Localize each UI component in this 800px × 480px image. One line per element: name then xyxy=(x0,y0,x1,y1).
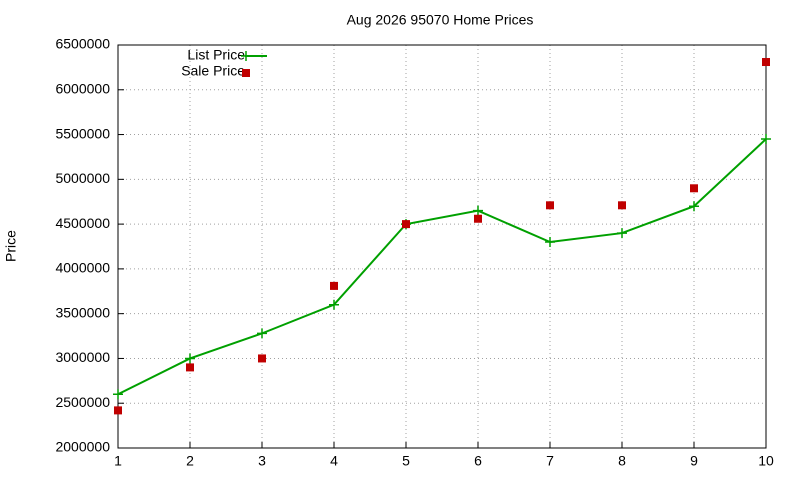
point-marker xyxy=(329,299,339,310)
x-tick-label: 5 xyxy=(402,453,410,469)
point-marker xyxy=(185,353,195,364)
point-marker xyxy=(258,354,266,363)
point-marker xyxy=(689,201,699,212)
x-tick-label: 2 xyxy=(186,453,194,469)
point-marker xyxy=(474,214,482,223)
point-marker xyxy=(113,389,123,400)
x-tick-label: 7 xyxy=(546,453,554,469)
point-marker xyxy=(402,220,410,229)
y-tick-label: 6000000 xyxy=(55,80,110,96)
chart-title: Aug 2026 95070 Home Prices xyxy=(347,12,534,28)
series-line xyxy=(117,138,767,396)
y-tick-label: 5500000 xyxy=(55,125,110,141)
point-marker xyxy=(545,237,555,248)
point-marker xyxy=(242,69,250,77)
y-tick-label: 4500000 xyxy=(55,215,110,231)
y-tick-label: 2000000 xyxy=(55,439,110,455)
legend-label: List Price xyxy=(187,47,245,63)
x-tick-label: 9 xyxy=(690,453,698,469)
y-axis-label: Price xyxy=(3,230,19,262)
x-tick-label: 6 xyxy=(474,453,482,469)
x-tick-label: 4 xyxy=(330,453,338,469)
legend-label: Sale Price xyxy=(181,63,245,79)
x-tick-label: 1 xyxy=(114,453,122,469)
y-tick-label: 3000000 xyxy=(55,349,110,365)
point-marker xyxy=(762,58,770,67)
y-tick-label: 2500000 xyxy=(55,394,110,410)
point-marker xyxy=(618,201,626,210)
point-marker xyxy=(330,281,338,290)
point-marker xyxy=(186,363,194,372)
x-tick-label: 10 xyxy=(758,453,774,469)
y-tick-label: 5000000 xyxy=(55,170,110,186)
point-marker xyxy=(690,184,698,193)
point-marker xyxy=(546,201,554,210)
y-tick-label: 6500000 xyxy=(55,36,110,52)
point-marker xyxy=(241,51,251,61)
y-tick-label: 4000000 xyxy=(55,260,110,276)
point-marker xyxy=(257,328,267,339)
point-marker xyxy=(114,406,122,415)
point-marker xyxy=(617,228,627,239)
plot-border xyxy=(117,44,767,449)
point-marker xyxy=(761,134,771,145)
x-tick-label: 3 xyxy=(258,453,266,469)
point-marker xyxy=(473,205,483,216)
y-tick-label: 3500000 xyxy=(55,304,110,320)
x-tick-label: 8 xyxy=(618,453,626,469)
